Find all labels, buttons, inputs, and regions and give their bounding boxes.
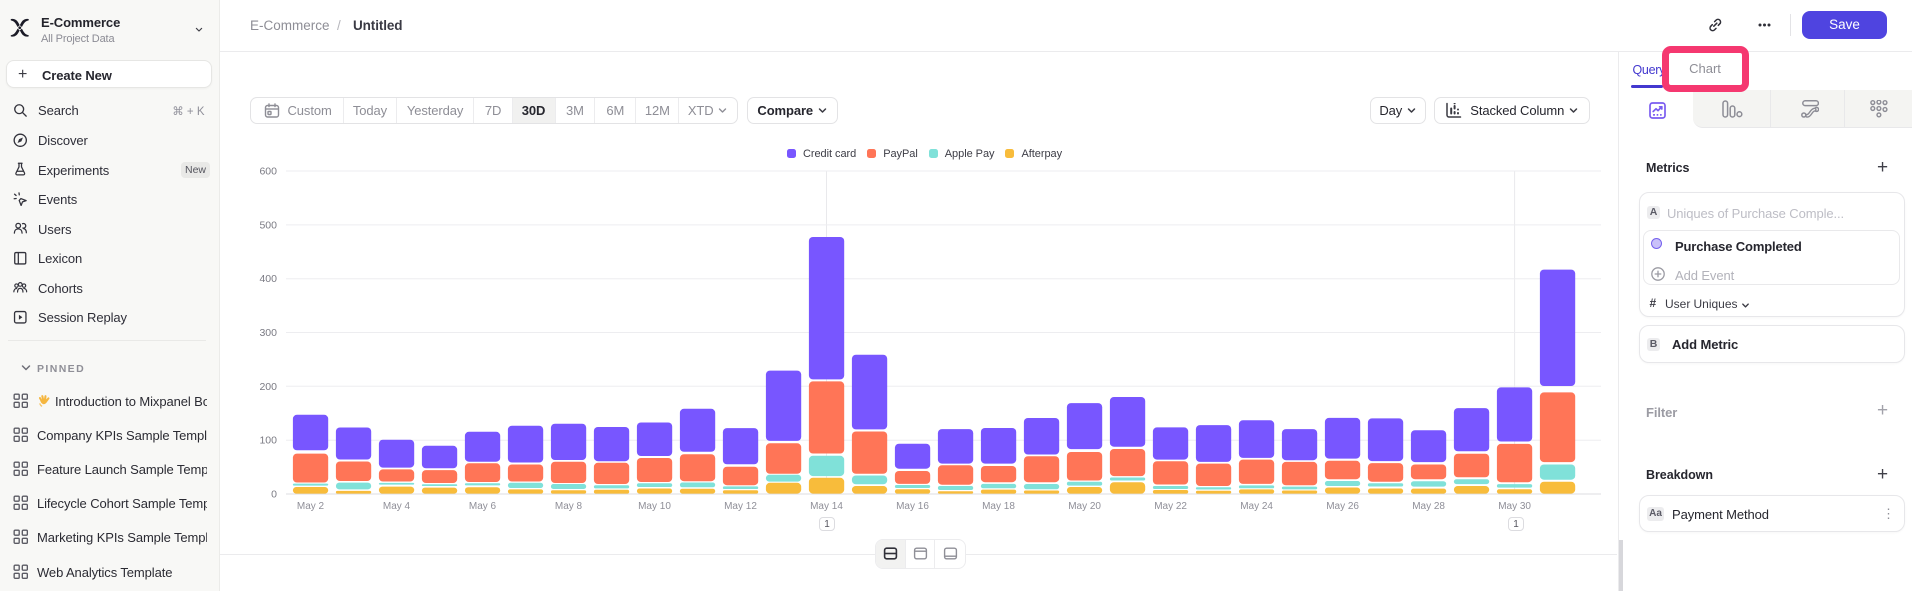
svg-text:May 8: May 8 [555, 501, 583, 512]
svg-text:May 28: May 28 [1412, 501, 1445, 512]
svg-text:May 14: May 14 [810, 501, 843, 512]
svg-text:500: 500 [259, 219, 277, 231]
svg-text:May 2: May 2 [297, 501, 325, 512]
svg-text:May 20: May 20 [1068, 501, 1101, 512]
svg-text:300: 300 [259, 327, 277, 339]
svg-text:May 26: May 26 [1326, 501, 1359, 512]
svg-text:0: 0 [271, 489, 277, 501]
svg-text:May 22: May 22 [1154, 501, 1187, 512]
svg-text:May 16: May 16 [896, 501, 929, 512]
svg-text:May 12: May 12 [724, 501, 757, 512]
svg-text:600: 600 [259, 166, 277, 178]
svg-text:May 10: May 10 [638, 501, 671, 512]
svg-text:May 6: May 6 [469, 501, 497, 512]
svg-text:May 18: May 18 [982, 501, 1015, 512]
svg-text:400: 400 [259, 273, 277, 285]
svg-text:May 4: May 4 [383, 501, 411, 512]
svg-text:May 24: May 24 [1240, 501, 1273, 512]
svg-text:100: 100 [259, 435, 277, 447]
svg-text:May 30: May 30 [1498, 501, 1531, 512]
svg-text:200: 200 [259, 381, 277, 393]
